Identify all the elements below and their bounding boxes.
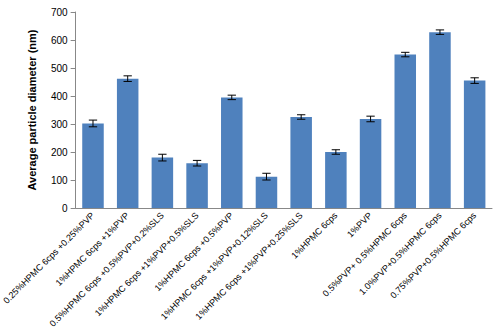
- svg-text:1%HPMC 6cps +1%PVP+0.5%SLS: 1%HPMC 6cps +1%PVP+0.5%SLS: [92, 210, 201, 319]
- svg-text:500: 500: [51, 63, 68, 74]
- svg-text:Average particle diameter (nm): Average particle diameter (nm): [26, 29, 38, 190]
- svg-text:100: 100: [51, 175, 68, 186]
- svg-text:1.0%PVP+0.5%HPMC 6cps: 1.0%PVP+0.5%HPMC 6cps: [357, 210, 444, 297]
- svg-text:1%HPMC 6cps: 1%HPMC 6cps: [289, 210, 340, 261]
- svg-text:0.5%PVP+ 0.5%HPMC 6cps: 0.5%PVP+ 0.5%HPMC 6cps: [320, 210, 409, 299]
- svg-text:0.75%PVP+0.5%HPMC 6cps: 0.75%PVP+0.5%HPMC 6cps: [388, 210, 478, 300]
- svg-text:1%PVP: 1%PVP: [345, 210, 374, 239]
- svg-text:0.25%HPMC 6cps +0.25%PVP: 0.25%HPMC 6cps +0.25%PVP: [1, 210, 97, 306]
- svg-text:300: 300: [51, 119, 68, 130]
- svg-text:700: 700: [51, 7, 68, 18]
- svg-text:0.5%HPMC 6cps +0.5%PVP+0.2%SLS: 0.5%HPMC 6cps +0.5%PVP+0.2%SLS: [47, 210, 166, 329]
- svg-text:600: 600: [51, 35, 68, 46]
- svg-text:400: 400: [51, 91, 68, 102]
- svg-text:0: 0: [62, 203, 68, 214]
- svg-text:1%HPMC 6cps +0.5%PVP: 1%HPMC 6cps +0.5%PVP: [152, 210, 236, 294]
- svg-text:1%HPMC 6cps +1%PVP: 1%HPMC 6cps +1%PVP: [53, 210, 132, 288]
- svg-text:1%HPMC 6cps +1%PVP+0.12%SLS: 1%HPMC 6cps +1%PVP+0.12%SLS: [158, 210, 270, 322]
- svg-text:1%HPMC 6cps +1%PVP+0.25%SLS: 1%HPMC 6cps +1%PVP+0.25%SLS: [193, 210, 304, 321]
- svg-text:200: 200: [51, 147, 68, 158]
